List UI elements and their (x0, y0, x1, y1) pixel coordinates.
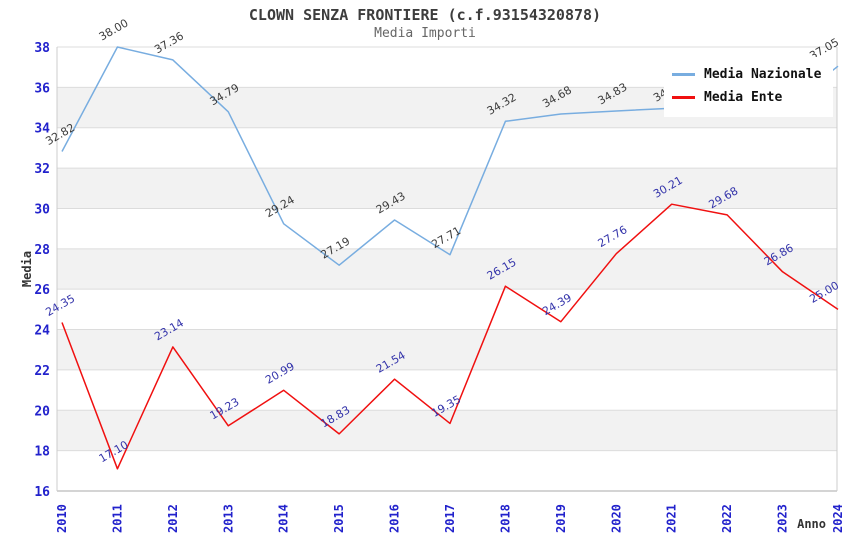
y-tick-label: 34 (34, 122, 50, 137)
y-tick-label: 18 (34, 445, 50, 460)
x-tick-label: 2011 (110, 504, 124, 533)
legend: Media Nazionale Media Ente (664, 57, 834, 117)
legend-label: Media Nazionale (704, 67, 822, 82)
point-label: 37.36 (152, 29, 186, 56)
point-label: 38.00 (97, 16, 131, 43)
x-tick-label: 2012 (166, 504, 180, 533)
legend-item-media-ente: Media Ente (672, 86, 821, 109)
x-tick-label: 2022 (720, 504, 734, 533)
x-tick-label: 2018 (498, 504, 512, 533)
legend-label: Media Ente (704, 90, 783, 105)
band (57, 410, 837, 451)
y-tick-label: 36 (34, 81, 50, 96)
y-tick-label: 28 (34, 243, 50, 258)
y-tick-label: 38 (34, 41, 50, 56)
chart-subtitle: Media Importi (374, 26, 476, 41)
x-tick-label: 2023 (776, 504, 790, 533)
band (57, 329, 837, 370)
y-tick-label: 30 (34, 202, 50, 217)
x-tick-label: 2021 (665, 504, 679, 533)
series-line (61, 203, 839, 470)
point-label: 24.39 (540, 291, 574, 318)
x-axis-title: Anno (797, 517, 826, 531)
band (57, 168, 837, 209)
legend-swatch-red (672, 96, 695, 99)
x-tick-label: 2010 (55, 504, 69, 533)
x-tick-label: 2016 (388, 504, 402, 533)
y-axis-title: Media (20, 251, 34, 287)
x-tick-label: 2024 (831, 504, 845, 533)
x-tick-label: 2019 (554, 504, 568, 533)
y-tick-label: 22 (34, 364, 50, 379)
y-tick-label: 16 (34, 485, 50, 500)
point-label: 27.71 (429, 224, 463, 251)
x-tick-label: 2020 (609, 504, 623, 533)
chart-title: CLOWN SENZA FRONTIERE (c.f.93154320878) (248, 6, 602, 24)
x-tick-label: 2013 (221, 504, 235, 533)
legend-swatch-blue (672, 73, 695, 76)
band (57, 248, 837, 290)
x-tick-label: 2014 (277, 504, 291, 533)
y-tick-label: 24 (34, 324, 50, 339)
x-tick-label: 2015 (332, 504, 346, 533)
x-tick-label: 2017 (443, 504, 457, 533)
legend-item-media-nazionale: Media Nazionale (672, 63, 821, 86)
y-tick-label: 20 (34, 404, 50, 419)
y-tick-label: 26 (34, 283, 50, 298)
y-tick-label: 32 (34, 162, 50, 177)
